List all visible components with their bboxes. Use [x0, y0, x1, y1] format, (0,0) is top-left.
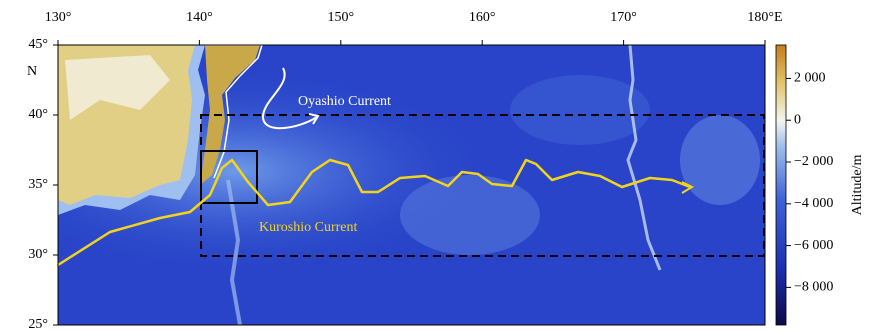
- map-figure: Oyashio Current Kuroshio Current N Altit…: [0, 0, 871, 331]
- colorbar-tick-label: 2 000: [794, 71, 826, 86]
- lat-tick-label: 40°: [28, 107, 48, 122]
- lon-tick-label: 130°: [45, 10, 72, 25]
- lon-tick-label: 170°: [610, 10, 637, 25]
- lat-tick-label: 25°: [28, 317, 48, 331]
- oyashio-label: Oyashio Current: [298, 94, 391, 109]
- lon-tick-label: 150°: [327, 10, 354, 25]
- colorbar-tick-label: −6 000: [794, 238, 833, 253]
- lon-tick-label: 180°E: [747, 10, 782, 25]
- colorbar-tick-label: −8 000: [794, 280, 833, 295]
- lon-tick-label: 140°: [186, 10, 213, 25]
- hemisphere-label: N: [27, 64, 37, 79]
- kuroshio-label: Kuroshio Current: [259, 220, 357, 235]
- lon-tick-label: 160°: [469, 10, 496, 25]
- colorbar-tick-label: −2 000: [794, 154, 833, 169]
- colorbar-tick-label: 0: [794, 112, 801, 127]
- lat-tick-label: 30°: [28, 247, 48, 262]
- colorbar-label: Altitude/m: [850, 155, 865, 216]
- basemap: [58, 45, 765, 325]
- lat-tick-label: 35°: [28, 177, 48, 192]
- colorbar-tick-label: −4 000: [794, 196, 833, 211]
- colorbar: [776, 45, 786, 325]
- lat-tick-label: 45°: [28, 37, 48, 52]
